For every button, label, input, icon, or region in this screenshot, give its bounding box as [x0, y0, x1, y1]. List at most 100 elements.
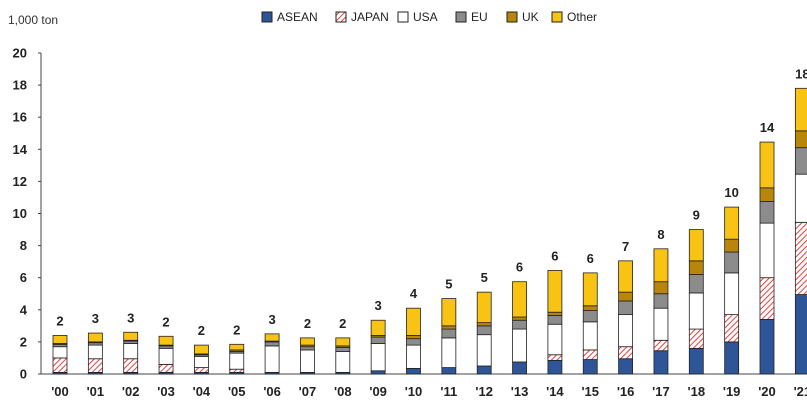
bar-segment-usa: [512, 328, 527, 363]
total-label: 2: [162, 314, 169, 329]
bar-segment-asean: [794, 294, 807, 375]
bar-segment-asean: [582, 359, 598, 375]
x-tick-label: '01: [87, 384, 105, 399]
legend-swatch-usa: [397, 11, 409, 23]
bar-segment-other: [618, 260, 633, 293]
total-label: 4: [410, 286, 418, 301]
bar-segment-other: [158, 335, 174, 346]
y-tick-label: 16: [13, 110, 27, 125]
bar-segment-other: [123, 331, 139, 341]
bar-segment-asean: [759, 319, 775, 375]
bar-segment-uk: [582, 305, 598, 312]
bar-segment-japan: [229, 368, 245, 373]
bar-segment-japan: [123, 358, 139, 373]
axes: 0 2 4 6 8 10 12 14 16 18 20 '00 '01 '02 '03 '04 '05 '06 '0…: [13, 46, 807, 399]
bar-segment-japan: [193, 367, 209, 373]
bar-segment-usa: [335, 351, 351, 373]
x-tick-label: '17: [652, 384, 670, 399]
bar-segment-uk: [759, 187, 775, 202]
x-tick-label: '11: [440, 384, 457, 399]
total-labels: 2 3 3 2 2 2 3 2 2 3 4 5 5 6 6 6 7 8 9 10 14 18: [56, 66, 807, 338]
y-tick-label: 20: [13, 46, 27, 61]
bar-segment-asean: [512, 361, 527, 375]
bar-segment-usa: [653, 307, 669, 341]
x-tick-label: '18: [688, 384, 706, 399]
y-tick-label: 18: [13, 78, 27, 93]
total-label: 3: [92, 311, 99, 326]
legend-label-eu: EU: [471, 10, 488, 24]
bar-segment-japan: [688, 328, 704, 349]
bar-segment-uk: [547, 311, 563, 316]
x-tick-label: '04: [193, 384, 211, 399]
y-tick-label: 14: [13, 142, 28, 157]
bar-segment-japan: [653, 339, 669, 352]
bar-segment-asean: [688, 347, 704, 375]
legend-swatch-eu: [455, 11, 467, 23]
total-label: 6: [587, 251, 594, 266]
bar-segment-other: [688, 229, 704, 262]
legend-label-uk: UK: [522, 10, 539, 24]
bar-segment-asean: [370, 370, 386, 375]
bar-segment-usa: [123, 343, 139, 360]
x-tick-label: '13: [511, 384, 529, 399]
bar-segment-asean: [547, 359, 563, 375]
bar-segment-japan: [158, 363, 174, 373]
bar-segment-uk: [618, 291, 633, 302]
bar-segment-asean: [653, 350, 669, 375]
bar-segment-japan: [547, 354, 563, 361]
bar-segment-other: [441, 298, 457, 327]
bar-segment-eu: [512, 319, 527, 330]
bar-segment-eu: [406, 338, 421, 346]
bars: [52, 87, 807, 375]
total-label: 14: [760, 120, 775, 135]
bar-segment-japan: [759, 277, 775, 320]
bar-segment-asean: [441, 367, 457, 375]
bar-segment-eu: [618, 300, 633, 316]
bar-segment-usa: [618, 314, 633, 348]
x-tick-label: '15: [581, 384, 599, 399]
total-label: 2: [56, 313, 63, 328]
bar-segment-other: [370, 319, 386, 336]
bar-segment-asean: [406, 367, 421, 375]
x-tick-label: '09: [369, 384, 387, 399]
bar-segment-other: [547, 270, 563, 313]
bar-segment-usa: [406, 344, 421, 369]
bar-segment-other: [512, 281, 527, 318]
bar-segment-asean: [618, 358, 633, 375]
bar-segment-usa: [688, 292, 704, 330]
bar-segment-other: [264, 333, 280, 342]
bar-segment-usa: [441, 337, 457, 368]
bar-segment-japan: [87, 358, 103, 373]
total-label: 6: [551, 248, 558, 263]
total-label: 2: [198, 323, 205, 338]
bar-segment-other: [52, 335, 68, 344]
bar-segment-eu: [335, 347, 351, 352]
bar-segment-eu: [264, 341, 280, 347]
legend-swatch-japan: [335, 11, 347, 23]
total-label: 3: [375, 298, 382, 313]
bar-segment-eu: [724, 251, 740, 274]
total-label: 9: [693, 208, 700, 223]
x-tick-label: '20: [758, 384, 776, 399]
bar-segment-japan: [52, 357, 68, 373]
bar-segment-asean: [476, 365, 492, 375]
legend-label-other: Other: [567, 10, 597, 24]
legend: ASEAN JAPAN USA EU UK Other: [261, 10, 597, 24]
legend-label-japan: JAPAN: [351, 10, 389, 24]
bar-segment-other: [724, 206, 740, 240]
bar-segment-uk: [476, 322, 492, 327]
bar-segment-other: [582, 272, 598, 307]
total-label: 6: [516, 260, 523, 275]
x-tick-label: '03: [157, 384, 175, 399]
bar-segment-usa: [229, 352, 245, 370]
total-label: 18: [795, 66, 807, 81]
total-label: 10: [724, 185, 738, 200]
total-label: 5: [445, 277, 452, 292]
bar-segment-uk: [406, 335, 421, 340]
bar-segment-usa: [300, 349, 315, 373]
bar-segment-other: [87, 332, 103, 343]
total-label: 2: [233, 322, 240, 337]
x-tick-label: '14: [546, 384, 564, 399]
bar-segment-usa: [794, 173, 807, 223]
